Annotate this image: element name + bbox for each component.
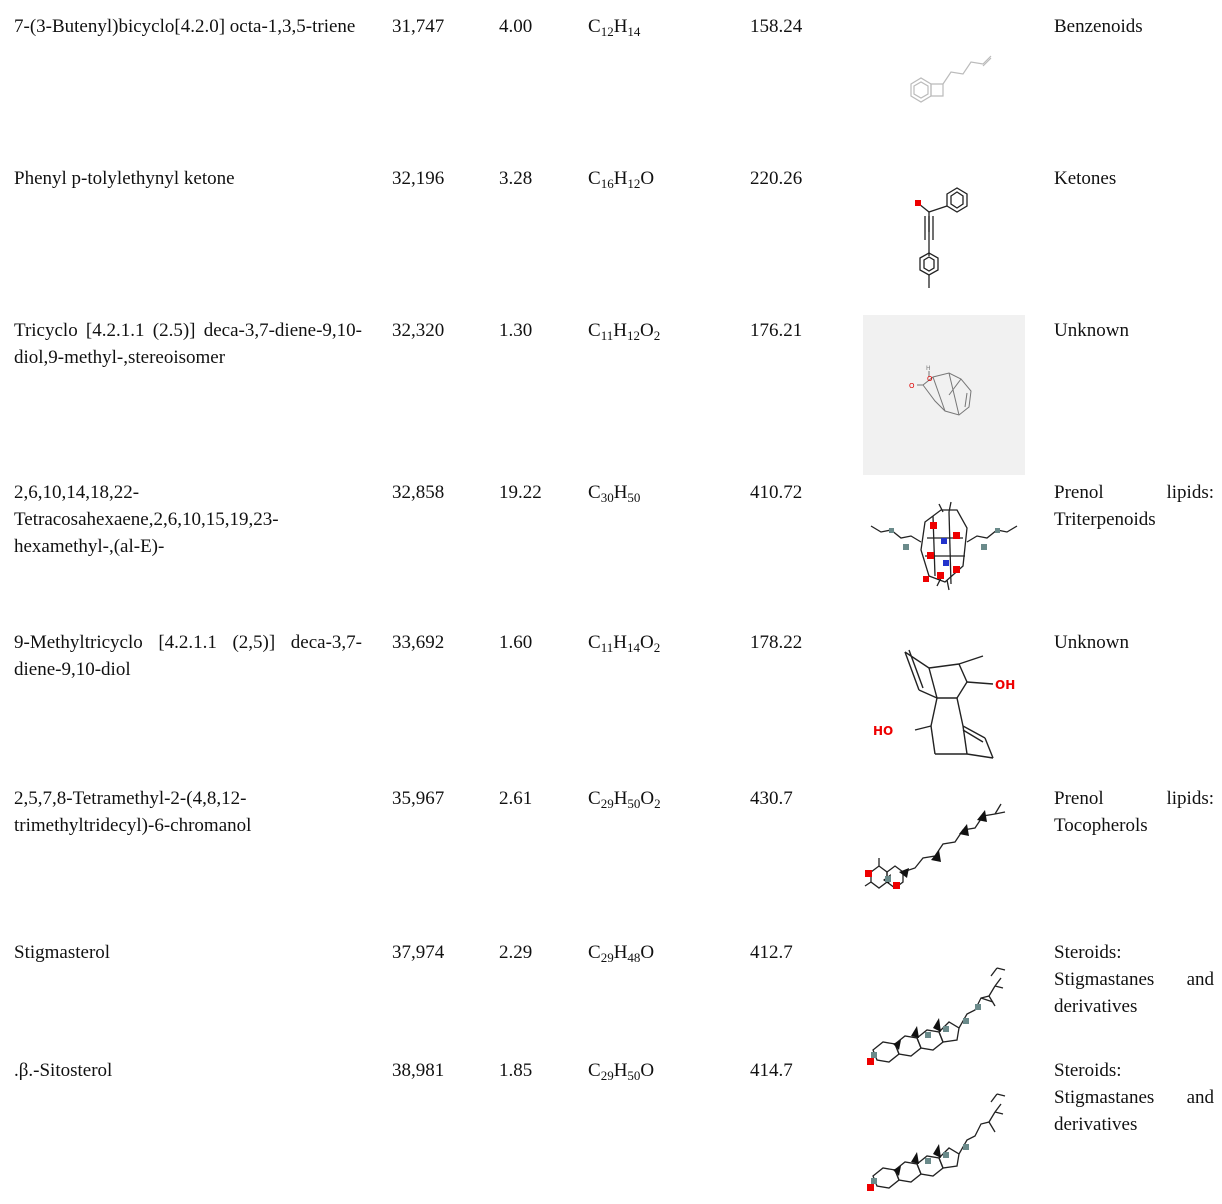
phenyl-tolylethynyl-ketone-structure <box>863 152 1025 312</box>
svg-text:O: O <box>927 375 933 383</box>
molecular-formula: C11H14O2 <box>588 632 661 655</box>
compound-name: Phenyl p-tolylethynyl ketone <box>14 168 235 189</box>
molecular-weight: 430.7 <box>750 788 793 809</box>
compound-name: 9-Methyltricyclo [4.2.1.1 (2,5)] deca-3,… <box>14 632 362 680</box>
sitosterol-structure <box>863 1066 1025 1204</box>
retention-time: 32,858 <box>392 482 445 503</box>
compound-name: Stigmasterol <box>14 942 111 963</box>
compound-class: Prenol lipids: Tocopherols <box>1054 788 1214 836</box>
squalene-structure <box>863 466 1025 626</box>
molecular-weight: 410.72 <box>750 482 803 503</box>
peak-area: 4.00 <box>499 16 533 37</box>
molecular-weight: 178.22 <box>750 632 803 653</box>
retention-time: 32,196 <box>392 168 445 189</box>
tricyclo-diol-stereoisomer-structure: O O H <box>863 315 1025 475</box>
molecular-weight: 414.7 <box>750 1060 793 1081</box>
retention-time: 31,747 <box>392 16 445 37</box>
svg-text:O: O <box>909 382 915 390</box>
table-row: Stigmasterol 37,974 2.29 C29H48O 412.7 <box>0 926 1222 1066</box>
compound-class: Ketones <box>1054 168 1117 189</box>
retention-time: 38,981 <box>392 1060 445 1081</box>
molecular-formula: C11H12O2 <box>588 320 661 343</box>
compound-name: Tricyclo [4.2.1.1 (2.5)] deca-3,7-diene-… <box>14 320 362 368</box>
peak-area: 1.85 <box>499 1060 533 1081</box>
table-row: 2,6,10,14,18,22-Tetracosahexaene,2,6,10,… <box>0 466 1222 624</box>
molecular-formula: C29H50O <box>588 1060 655 1083</box>
molecular-formula: C29H48O <box>588 942 655 965</box>
svg-text:H: H <box>926 365 931 372</box>
tocopherol-structure <box>863 772 1025 932</box>
molecular-weight: 412.7 <box>750 942 793 963</box>
table-row: 2,5,7,8-Tetramethyl-2-(4,8,12-trimethylt… <box>0 772 1222 926</box>
butenyl-benzocyclobutene-structure <box>863 0 1025 160</box>
compound-name: 2,6,10,14,18,22-Tetracosahexaene,2,6,10,… <box>14 482 279 557</box>
molecular-weight: 220.26 <box>750 168 803 189</box>
compound-class: Steroids: Stigmastanes and derivatives <box>1054 942 1214 1017</box>
compound-class: Unknown <box>1054 320 1129 341</box>
molecular-weight: 176.21 <box>750 320 803 341</box>
table-row: .β.-Sitosterol 38,981 1.85 C29H50O 414.7 <box>0 1044 1222 1204</box>
compound-name: 7-(3-Butenyl)bicyclo[4.2.0] octa-1,3,5-t… <box>14 16 356 37</box>
compound-name: .β.-Sitosterol <box>14 1060 113 1081</box>
molecular-formula: C29H50O2 <box>588 788 661 811</box>
retention-time: 37,974 <box>392 942 445 963</box>
peak-area: 3.28 <box>499 168 533 189</box>
molecular-formula: C12H14 <box>588 16 641 39</box>
compound-class: Prenol lipids: Triterpenoids <box>1054 482 1214 530</box>
compound-class: Unknown <box>1054 632 1129 653</box>
compound-class: Steroids: Stigmastanes and derivatives <box>1054 1060 1214 1135</box>
retention-time: 33,692 <box>392 632 445 653</box>
peak-area: 1.60 <box>499 632 533 653</box>
hydroxyl-label-oh: OH <box>995 678 1015 692</box>
table-row: 7-(3-Butenyl)bicyclo[4.2.0] octa-1,3,5-t… <box>0 0 1222 156</box>
table-row: Tricyclo [4.2.1.1 (2.5)] deca-3,7-diene-… <box>0 304 1222 475</box>
molecular-formula: C30H50 <box>588 482 641 505</box>
retention-time: 35,967 <box>392 788 445 809</box>
hydroxyl-label-ho: HO <box>873 724 893 738</box>
retention-time: 32,320 <box>392 320 445 341</box>
compound-name: 2,5,7,8-Tetramethyl-2-(4,8,12-trimethylt… <box>14 788 252 836</box>
peak-area: 2.29 <box>499 942 533 963</box>
molecular-formula: C16H12O <box>588 168 655 191</box>
table-row: 9-Methyltricyclo [4.2.1.1 (2,5)] deca-3,… <box>0 616 1222 774</box>
peak-area: 19.22 <box>499 482 542 503</box>
compound-class: Benzenoids <box>1054 16 1143 37</box>
peak-area: 2.61 <box>499 788 533 809</box>
stigmasterol-structure <box>863 940 1025 1078</box>
molecular-weight: 158.24 <box>750 16 803 37</box>
methyltricyclo-diol-structure: OH HO <box>863 616 1025 776</box>
table-row: Phenyl p-tolylethynyl ketone 32,196 3.28… <box>0 152 1222 304</box>
peak-area: 1.30 <box>499 320 533 341</box>
